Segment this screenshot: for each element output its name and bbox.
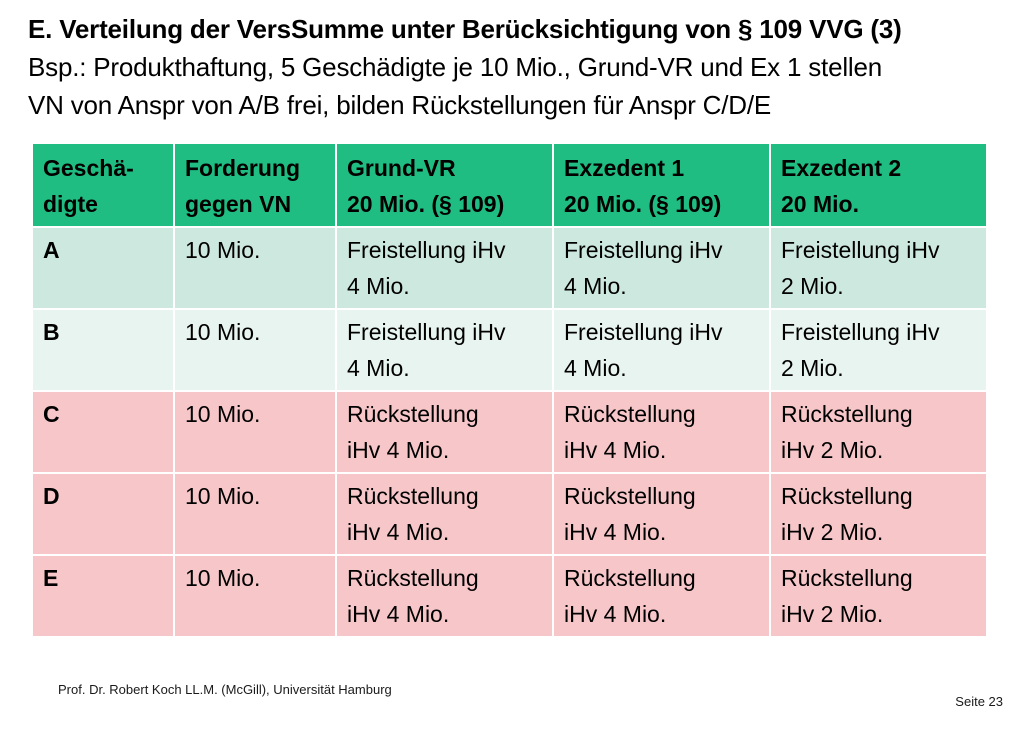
- base-insurer-cell: Rückstellung iHv 4 Mio.: [337, 474, 552, 554]
- excess-1-cell: Freistellung iHv 4 Mio.: [554, 310, 769, 390]
- header-excess-1: Exzedent 1 20 Mio. (§ 109): [554, 144, 769, 226]
- row-label: E: [33, 556, 173, 636]
- table-row: C 10 Mio. Rückstellung iHv 4 Mio. Rückst…: [33, 392, 986, 472]
- distribution-table: Geschä- digte Forderung gegen VN Grund-V…: [31, 142, 988, 638]
- base-insurer-cell: Rückstellung iHv 4 Mio.: [337, 392, 552, 472]
- excess-2-cell: Rückstellung iHv 2 Mio.: [771, 392, 986, 472]
- base-insurer-cell: Rückstellung iHv 4 Mio.: [337, 556, 552, 636]
- row-label: A: [33, 228, 173, 308]
- claim-cell: 10 Mio.: [175, 392, 335, 472]
- table-row: E 10 Mio. Rückstellung iHv 4 Mio. Rückst…: [33, 556, 986, 636]
- page-number: Seite 23: [955, 694, 1003, 709]
- row-label: D: [33, 474, 173, 554]
- base-insurer-cell: Freistellung iHv 4 Mio.: [337, 228, 552, 308]
- header-claimants: Geschä- digte: [33, 144, 173, 226]
- row-label: B: [33, 310, 173, 390]
- footer-author: Prof. Dr. Robert Koch LL.M. (McGill), Un…: [58, 682, 392, 697]
- excess-1-cell: Rückstellung iHv 4 Mio.: [554, 392, 769, 472]
- header-claim: Forderung gegen VN: [175, 144, 335, 226]
- excess-1-cell: Rückstellung iHv 4 Mio.: [554, 474, 769, 554]
- excess-1-cell: Freistellung iHv 4 Mio.: [554, 228, 769, 308]
- table-row: B 10 Mio. Freistellung iHv 4 Mio. Freist…: [33, 310, 986, 390]
- table-row: A 10 Mio. Freistellung iHv 4 Mio. Freist…: [33, 228, 986, 308]
- claim-cell: 10 Mio.: [175, 228, 335, 308]
- excess-2-cell: Rückstellung iHv 2 Mio.: [771, 474, 986, 554]
- claim-cell: 10 Mio.: [175, 310, 335, 390]
- title-line-heading: E. Verteilung der VersSumme unter Berück…: [28, 14, 902, 44]
- excess-2-cell: Freistellung iHv 2 Mio.: [771, 310, 986, 390]
- header-excess-2: Exzedent 2 20 Mio.: [771, 144, 986, 226]
- header-base-insurer: Grund-VR 20 Mio. (§ 109): [337, 144, 552, 226]
- title-line-example: Bsp.: Produkthaftung, 5 Geschädigte je 1…: [28, 52, 883, 82]
- table-row: D 10 Mio. Rückstellung iHv 4 Mio. Rückst…: [33, 474, 986, 554]
- table-header-row: Geschä- digte Forderung gegen VN Grund-V…: [33, 144, 986, 226]
- row-label: C: [33, 392, 173, 472]
- excess-1-cell: Rückstellung iHv 4 Mio.: [554, 556, 769, 636]
- excess-2-cell: Freistellung iHv 2 Mio.: [771, 228, 986, 308]
- base-insurer-cell: Freistellung iHv 4 Mio.: [337, 310, 552, 390]
- title-line-example-cont: VN von Anspr von A/B frei, bilden Rückst…: [28, 90, 772, 120]
- excess-2-cell: Rückstellung iHv 2 Mio.: [771, 556, 986, 636]
- claim-cell: 10 Mio.: [175, 556, 335, 636]
- claim-cell: 10 Mio.: [175, 474, 335, 554]
- slide-title: E. Verteilung der VersSumme unter Berück…: [28, 10, 1018, 124]
